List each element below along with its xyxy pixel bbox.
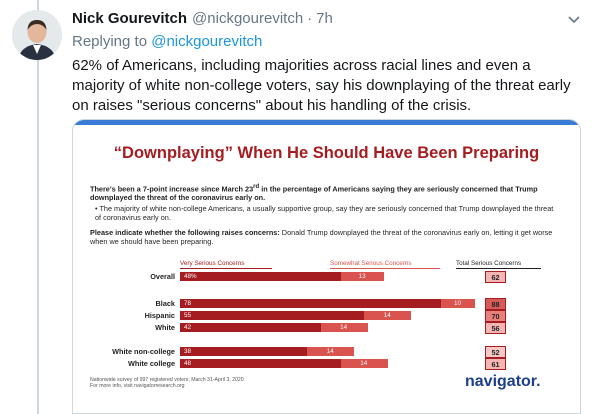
avatar-photo xyxy=(12,10,62,60)
intro-superscript: rd xyxy=(253,183,260,190)
bar-very-serious xyxy=(180,272,341,281)
total-serious-value: 61 xyxy=(485,358,506,370)
tweet-header: Nick Gourevitch @nickgourevitch · 7h xyxy=(72,10,333,30)
bar-somewhat-serious xyxy=(441,299,475,308)
bar-value-somewhat: 14 xyxy=(340,324,348,331)
legend-underline-somewhat xyxy=(330,268,440,269)
chevron-down-icon xyxy=(568,16,580,24)
bar-value-somewhat: 13 xyxy=(358,273,366,280)
footnote: Nationwide survey of 997 registered vote… xyxy=(90,377,244,389)
thread-line xyxy=(37,0,39,414)
total-serious-value: 62 xyxy=(485,271,506,283)
bar-somewhat-serious xyxy=(340,272,385,281)
bar-value-somewhat: 14 xyxy=(326,348,334,355)
legend-underline-very xyxy=(180,268,272,269)
bar-value-very: 38 xyxy=(184,348,192,355)
replying-to: Replying to @nickgourevitch xyxy=(72,33,262,50)
bar-value-somewhat: 14 xyxy=(360,360,368,367)
row-label: White college xyxy=(127,359,175,368)
bar-value-somewhat: 14 xyxy=(383,312,391,319)
bar-value-very: 42 xyxy=(184,324,192,331)
total-serious-value: 56 xyxy=(485,322,506,334)
card-title: “Downplaying” When He Should Have Been P… xyxy=(113,144,540,162)
navigator-logo: navigator. xyxy=(465,373,541,390)
total-serious-value: 70 xyxy=(485,310,506,322)
attached-image[interactable]: “Downplaying” When He Should Have Been P… xyxy=(72,119,581,414)
bar-very-serious xyxy=(180,323,321,332)
bar-very-serious xyxy=(180,299,442,308)
intro-part-2: in the percentage of Americans saying th… xyxy=(90,184,538,203)
replying-label: Replying to xyxy=(72,33,148,50)
replying-handle[interactable]: @nickgourevitch xyxy=(151,33,263,50)
tweet-text: 62% of Americans, including majorities a… xyxy=(72,57,571,114)
avatar[interactable] xyxy=(12,10,62,60)
footnote-line-1: Nationwide survey of 997 registered vote… xyxy=(90,377,244,383)
bar-very-serious xyxy=(180,311,365,320)
bar-somewhat-serious xyxy=(320,323,368,332)
legend-total-serious: Total Serious Concerns xyxy=(456,260,522,267)
bar-very-serious xyxy=(180,347,308,356)
bar-value-very: 78 xyxy=(184,300,192,307)
bar-somewhat-serious xyxy=(340,359,388,368)
bar-somewhat-serious xyxy=(307,347,355,356)
legend-underline-total xyxy=(456,268,541,269)
bullet-text: • The majority of white non-college Amer… xyxy=(95,204,554,222)
total-serious-value: 88 xyxy=(485,298,506,310)
total-serious-value: 52 xyxy=(485,346,506,358)
author-name[interactable]: Nick Gourevitch xyxy=(72,10,188,27)
bar-value-somewhat: 10 xyxy=(454,300,462,307)
separator: · xyxy=(307,10,313,27)
row-label: Black xyxy=(155,299,175,308)
intro-part-1: There's been a 7-point increase since Ma… xyxy=(90,184,254,194)
bar-very-serious xyxy=(180,359,341,368)
bar-somewhat-serious xyxy=(364,311,412,320)
question-text: Please indicate whether the following ra… xyxy=(90,228,560,246)
card-top-bar xyxy=(73,120,580,125)
intro-text: There's been a 7-point increase since Ma… xyxy=(90,182,560,202)
row-label: White non-college xyxy=(112,347,175,356)
row-label: White xyxy=(155,323,175,332)
bar-value-very: 55 xyxy=(184,312,192,319)
row-label: Overall xyxy=(150,272,175,281)
row-label: Hispanic xyxy=(144,311,175,320)
legend-somewhat-serious: Somewhat Serious Concerns xyxy=(330,260,412,267)
legend-very-serious: Very Serious Concerns xyxy=(180,260,245,267)
question-body: Donald Trump downplayed the threat of th… xyxy=(90,228,553,246)
timestamp[interactable]: 7h xyxy=(316,10,333,27)
footnote-line-2: For more info, visit navigatorresearch.o… xyxy=(90,383,185,389)
bar-value-very: 48 xyxy=(184,360,192,367)
author-handle[interactable]: @nickgourevitch xyxy=(192,10,304,27)
tweet-menu-button[interactable] xyxy=(567,12,581,26)
question-label: Please indicate whether the following ra… xyxy=(90,228,280,237)
bar-value-very: 48% xyxy=(184,273,197,280)
